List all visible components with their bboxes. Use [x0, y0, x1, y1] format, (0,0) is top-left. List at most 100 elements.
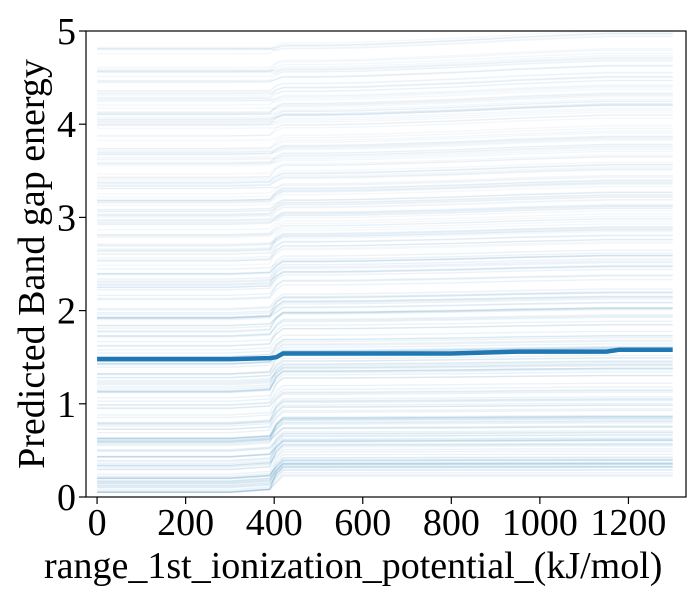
- ice-line: [97, 415, 673, 439]
- ice-line: [97, 196, 673, 217]
- ice-line: [97, 339, 673, 358]
- ice-line: [97, 76, 673, 98]
- ice-line: [97, 466, 673, 487]
- ice-line: [97, 431, 673, 452]
- y-tick-label: 4: [57, 104, 76, 146]
- ice-line: [97, 437, 673, 458]
- ice-line: [97, 239, 673, 262]
- ice-line: [97, 316, 673, 337]
- ice-line: [97, 234, 673, 262]
- ice-line: [97, 104, 673, 125]
- ice-line: [97, 422, 673, 443]
- ice-line: [97, 156, 673, 178]
- ice-line: [97, 420, 673, 440]
- ice-line: [97, 156, 673, 179]
- ice-line: [97, 114, 673, 130]
- plot-area-frame: [85, 30, 687, 498]
- ice-line: [97, 175, 673, 190]
- ice-line: [97, 323, 673, 343]
- y-tick-label: 1: [57, 384, 76, 426]
- ice-line: [97, 367, 673, 392]
- ice-line: [97, 179, 673, 202]
- ice-line: [97, 448, 673, 466]
- ice-line: [97, 408, 673, 430]
- ice-line: [97, 93, 673, 115]
- ice-line: [97, 174, 673, 189]
- ice-line: [97, 266, 673, 289]
- ice-line: [97, 136, 673, 156]
- ice-line: [97, 459, 673, 477]
- ice-line: [97, 132, 673, 150]
- ice-line: [97, 264, 673, 283]
- ice-line: [97, 109, 673, 124]
- ice-line: [97, 252, 673, 270]
- ice-line: [97, 398, 673, 425]
- x-tick-label: 1200: [590, 502, 666, 544]
- ice-line: [97, 466, 673, 493]
- ice-line: [97, 364, 673, 386]
- ice-line: [97, 417, 673, 443]
- ice-line: [97, 458, 673, 479]
- ice-line: [97, 148, 673, 163]
- ice-line: [97, 35, 673, 51]
- ice-line: [97, 296, 673, 319]
- ice-line: [97, 374, 673, 399]
- ice-line: [97, 456, 673, 482]
- ice-line: [97, 135, 673, 154]
- ice-line: [97, 442, 673, 471]
- ice-line: [97, 474, 673, 493]
- ice-line: [97, 390, 673, 410]
- ice-line: [97, 204, 673, 222]
- ice-line: [97, 386, 673, 406]
- ice-line: [97, 193, 673, 211]
- ice-line: [97, 135, 673, 158]
- ice-line: [97, 404, 673, 424]
- ice-line: [97, 85, 673, 106]
- ice-line: [97, 92, 673, 114]
- ice-line: [97, 445, 673, 468]
- ice-line: [97, 182, 673, 201]
- ice-line: [97, 86, 673, 101]
- ice-line: [97, 306, 673, 333]
- ice-line: [97, 220, 673, 238]
- ice-line: [97, 59, 673, 75]
- ice-line: [97, 443, 673, 467]
- ice-line: [97, 416, 673, 442]
- ice-line: [97, 203, 673, 218]
- ice-line: [97, 472, 673, 493]
- ice-line: [97, 334, 673, 354]
- ice-line: [97, 95, 673, 111]
- ice-line: [97, 169, 673, 186]
- ice-line: [97, 450, 673, 475]
- ice-line: [97, 414, 673, 439]
- ice-line: [97, 31, 673, 51]
- ice-line: [97, 154, 673, 175]
- ice-line: [97, 65, 673, 82]
- ice-line: [97, 179, 673, 201]
- ice-line: [97, 104, 673, 119]
- ice-line: [97, 315, 673, 337]
- ice-line: [97, 206, 673, 224]
- ice-line: [97, 191, 673, 207]
- ice-line: [97, 367, 673, 393]
- ice-line: [97, 199, 673, 217]
- ice-line: [97, 254, 673, 276]
- ice-line: [97, 475, 673, 493]
- ice-line: [97, 457, 673, 479]
- ice-line: [97, 426, 673, 444]
- ice-line: [97, 65, 673, 84]
- ice-line: [97, 463, 673, 482]
- ice-line: [97, 84, 673, 102]
- ice-line: [97, 205, 673, 225]
- ice-line: [97, 100, 673, 120]
- ice-line: [97, 418, 673, 447]
- ice-line: [97, 307, 673, 327]
- ice-line: [97, 360, 673, 384]
- ice-line: [97, 207, 673, 226]
- ice-line: [97, 440, 673, 462]
- ice-line: [97, 103, 673, 122]
- ice-line: [97, 357, 673, 379]
- ice-line: [97, 185, 673, 204]
- ice-line: [97, 167, 673, 184]
- ice-line: [97, 241, 673, 260]
